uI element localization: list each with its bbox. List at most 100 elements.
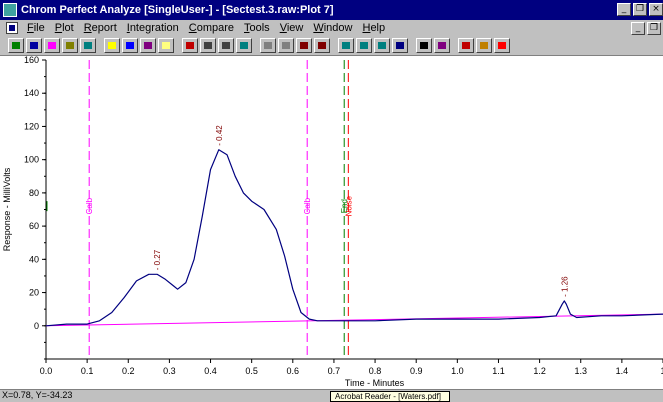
toolbar-tool-icon [48,42,56,49]
toolbar-button-19[interactable] [356,38,372,53]
toolbar-tool-icon [126,42,134,49]
status-bar: X=0.78, Y=-34.23 Acrobat Reader - [Water… [0,389,663,402]
toolbar-tool-icon [84,42,92,49]
toolbar-button-16[interactable] [296,38,312,53]
y-tick-label: 80 [29,188,39,198]
menu-mnemonic: W [313,22,324,34]
toolbar-button-4[interactable] [62,38,78,53]
x-tick-label: 1 [660,366,663,376]
menu-label-rest: ools [249,22,270,34]
close-icon[interactable]: × [649,3,663,16]
toolbar-button-6[interactable] [104,38,120,53]
toolbar-button-5[interactable] [80,38,96,53]
document-controls: _ ❐ [631,22,661,35]
toolbar-button-14[interactable] [260,38,276,53]
x-tick-label: 0.8 [369,366,382,376]
toolbar-button-23[interactable] [434,38,450,53]
title-bar: Chrom Perfect Analyze [SingleUser-] - [S… [0,0,663,20]
restore-icon[interactable]: ❐ [633,3,647,16]
toolbar-button-15[interactable] [278,38,294,53]
toolbar [0,36,663,56]
event-marker-label: End [340,199,349,213]
menu-mnemonic: T [244,22,250,34]
toolbar-button-8[interactable] [140,38,156,53]
app-icon[interactable] [3,3,17,17]
toolbar-tool-icon [300,42,308,49]
x-tick-label: 0.5 [245,366,258,376]
plot-area[interactable]: 0 20 40 60 80 100 120 140 160 0.0 0.1 0.2 0.3 0.4 0.5 0… [0,55,663,389]
y-tick-label: 120 [24,121,39,131]
toolbar-button-12[interactable] [218,38,234,53]
menu-mnemonic: F [27,22,34,34]
toolbar-button-25[interactable] [476,38,492,53]
menu-mnemonic: I [126,22,130,34]
x-axis-label: Time - Minutes [345,378,405,388]
menu-window[interactable]: Window [308,22,357,34]
y-tick-label: 160 [24,56,39,65]
toolbar-button-22[interactable] [416,38,432,53]
menu-plot[interactable]: Plot [50,22,79,34]
y-tick-label: 0 [34,321,39,331]
x-tick-label: 0.4 [204,366,217,376]
x-tick-label: 1.3 [574,366,587,376]
menu-label-rest: ompare [196,22,234,34]
chromatogram-chart[interactable]: 0 20 40 60 80 100 120 140 160 0.0 0.1 0.2 0.3 0.4 0.5 0… [0,55,663,389]
toolbar-button-7[interactable] [122,38,138,53]
y-tick-label: 60 [29,221,39,231]
minimize-icon[interactable]: _ [617,3,631,16]
toolbar-button-13[interactable] [236,38,252,53]
toolbar-tool-icon [480,42,488,49]
menu-mnemonic: C [188,22,197,34]
toolbar-tool-icon [222,42,230,49]
toolbar-button-10[interactable] [182,38,198,53]
toolbar-tool-icon [144,42,152,49]
chromatogram-trace [45,149,663,327]
toolbar-button-20[interactable] [374,38,390,53]
menu-compare[interactable]: Compare [184,22,239,34]
toolbar-button-3[interactable] [44,38,60,53]
toolbar-tool-icon [282,42,290,49]
x-tick-label: 0.1 [81,366,94,376]
peak-retention-label: - 0.42 [215,125,224,146]
toolbar-tool-icon [360,42,368,49]
toolbar-button-26[interactable] [494,38,510,53]
menu-label-rest: ntegration [129,22,179,34]
doc-minimize-icon[interactable]: _ [631,22,645,35]
menu-label-rest: eport [91,22,117,34]
toolbar-button-2[interactable] [26,38,42,53]
toolbar-button-24[interactable] [458,38,474,53]
menu-tools[interactable]: Tools [239,22,275,34]
toolbar-button-9[interactable] [158,38,174,53]
toolbar-tool-icon [378,42,386,49]
menu-label-rest: ile [33,22,45,34]
toolbar-button-21[interactable] [392,38,408,53]
x-tick-label: 0.2 [122,366,135,376]
menu-mnemonic: H [362,22,371,34]
cursor-coords: X=0.78, Y=-34.23 [2,390,73,400]
toolbar-tool-icon [240,42,248,49]
menu-view[interactable]: View [275,22,309,34]
y-tick-label: 40 [29,254,39,264]
toolbar-button-17[interactable] [314,38,330,53]
doc-restore-icon[interactable]: ❐ [647,22,661,35]
toolbar-button-18[interactable] [338,38,354,53]
document-icon[interactable] [6,22,18,34]
menu-integration[interactable]: Integration [122,22,184,34]
toolbar-button-11[interactable] [200,38,216,53]
toolbar-tool-icon [318,42,326,49]
integration-baseline [45,313,663,327]
menu-mnemonic: R [83,22,92,34]
menu-report[interactable]: Report [79,22,122,34]
event-marker-label: Calb [303,197,312,214]
y-tick-label: 20 [29,288,39,298]
toolbar-button-1[interactable] [8,38,24,53]
menu-label-rest: iew [286,22,304,34]
menu-help[interactable]: Help [357,22,390,34]
menu-file[interactable]: File [22,22,50,34]
x-tick-label: 0.0 [40,366,53,376]
x-tick-label: 0.7 [328,366,341,376]
y-tick-label: 140 [24,88,39,98]
x-tick-label: 0.3 [163,366,176,376]
toolbar-tool-icon [462,42,470,49]
toolbar-tool-icon [204,42,212,49]
